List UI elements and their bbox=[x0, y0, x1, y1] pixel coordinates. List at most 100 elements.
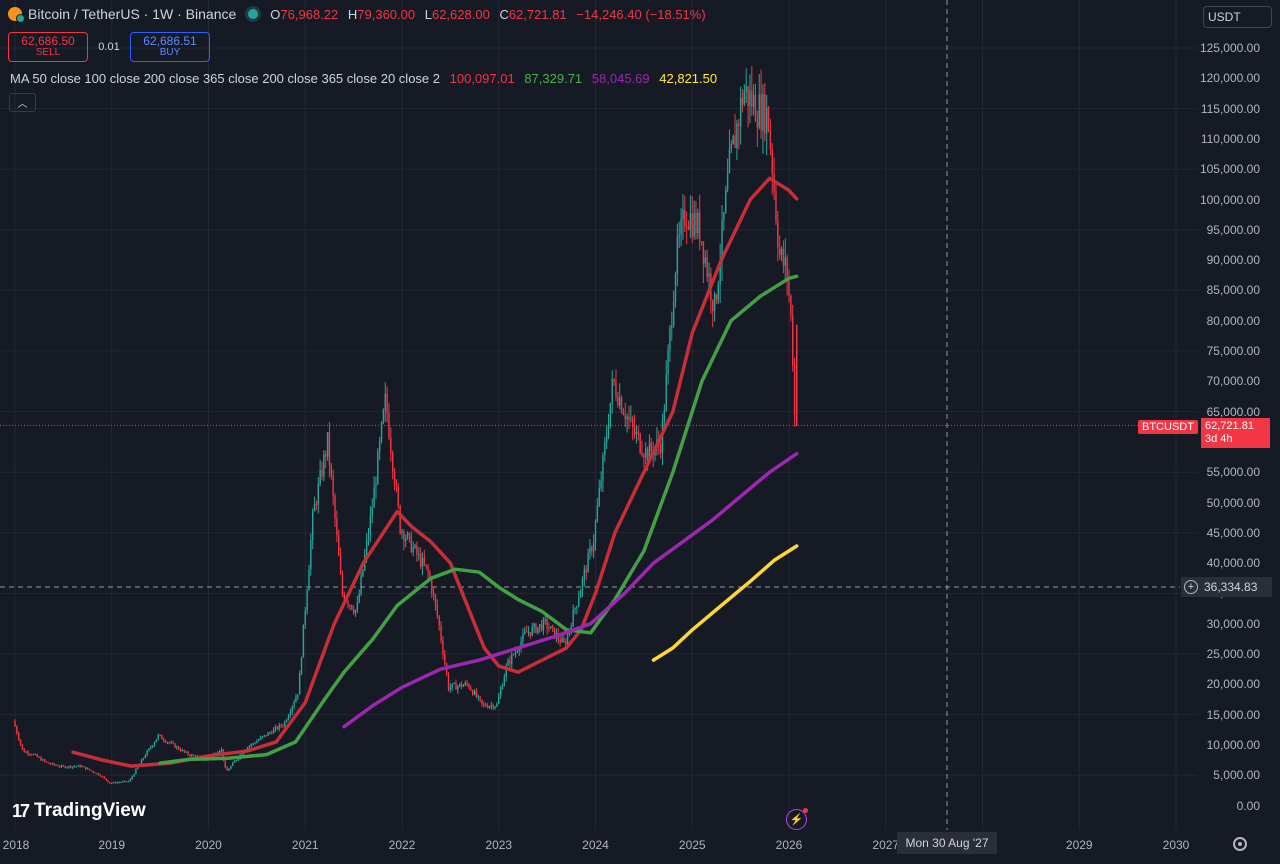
candle-body bbox=[728, 149, 731, 174]
candle-body bbox=[66, 767, 68, 769]
candle-body bbox=[157, 734, 159, 740]
candle-body bbox=[442, 640, 444, 655]
candle-body bbox=[109, 782, 111, 784]
market-status-icon[interactable] bbox=[248, 9, 259, 19]
price-tick-label: 100,000.00 bbox=[1199, 192, 1260, 207]
candle-body bbox=[241, 753, 243, 755]
ma-value-365-200: 58,045.69 bbox=[591, 71, 650, 86]
price-tick-label: 15,000.00 bbox=[1206, 707, 1260, 722]
candle-body bbox=[375, 484, 377, 488]
candle-body bbox=[712, 300, 714, 312]
ma-100-line bbox=[71, 176, 799, 768]
candle-body bbox=[272, 729, 275, 734]
candle-body bbox=[730, 144, 733, 150]
candle-body bbox=[142, 757, 145, 760]
candle-body bbox=[470, 687, 472, 691]
candle-body bbox=[594, 521, 597, 543]
time-tick-label: 2029 bbox=[1065, 838, 1093, 852]
candle-body bbox=[384, 394, 386, 411]
candle-body bbox=[412, 547, 414, 553]
currency-selector[interactable]: USDT bbox=[1203, 6, 1272, 28]
candle-body bbox=[300, 657, 303, 674]
sell-button[interactable]: 62,686.50 SELL bbox=[8, 32, 88, 62]
candle-body bbox=[246, 747, 249, 750]
candle-body bbox=[576, 606, 578, 609]
candle-body bbox=[131, 776, 133, 780]
candle-body bbox=[496, 703, 498, 707]
candle-body bbox=[659, 444, 662, 454]
candle-body bbox=[191, 754, 193, 756]
candle-body bbox=[602, 454, 604, 481]
buy-button[interactable]: 62,686.51 BUY bbox=[130, 32, 210, 62]
candle-body bbox=[103, 776, 106, 779]
candle-body bbox=[512, 654, 515, 656]
candle-body bbox=[715, 294, 718, 301]
collapse-legend-button[interactable]: ︿ bbox=[9, 93, 36, 112]
candle-body bbox=[641, 452, 643, 456]
candle-body bbox=[315, 504, 318, 506]
candle-body bbox=[665, 374, 667, 411]
close-value: 62,721.81 bbox=[508, 6, 567, 22]
trade-panel: 62,686.50 SELL 0.01 62,686.51 BUY bbox=[8, 32, 210, 62]
candle-body bbox=[624, 414, 626, 420]
candle-body bbox=[380, 422, 383, 441]
candle-body bbox=[179, 749, 182, 751]
candle-body bbox=[319, 470, 321, 484]
candle-body bbox=[354, 610, 357, 613]
candle-body bbox=[524, 631, 526, 634]
crosshair-price-label[interactable]: + 36,334.83 bbox=[1181, 577, 1272, 597]
candle-body bbox=[336, 518, 338, 536]
ma-legend[interactable]: MA 50 close 100 close 200 close 365 clos… bbox=[10, 71, 723, 86]
lightning-icon[interactable]: ⚡ bbox=[786, 808, 808, 830]
candle-body bbox=[563, 637, 565, 642]
ma-value-100: 100,097.01 bbox=[449, 71, 515, 86]
candle-body bbox=[36, 754, 39, 757]
candle-body bbox=[178, 746, 180, 750]
candle-body bbox=[494, 706, 496, 709]
candle-body bbox=[678, 234, 680, 237]
candle-body bbox=[153, 742, 156, 746]
gear-icon[interactable] bbox=[1233, 837, 1247, 851]
candle-body bbox=[68, 765, 70, 768]
candle-body bbox=[498, 696, 500, 704]
candle-body bbox=[483, 703, 485, 705]
candle-body bbox=[18, 733, 20, 740]
candle-body bbox=[501, 686, 504, 690]
tradingview-logo[interactable]: 17 TradingView bbox=[12, 800, 146, 822]
crosshair-price: 36,334.83 bbox=[1204, 580, 1258, 594]
candle-body bbox=[680, 219, 682, 235]
candle-body bbox=[689, 213, 692, 230]
candle-body bbox=[250, 743, 252, 746]
ma-value-200: 87,329.71 bbox=[524, 71, 583, 86]
candle-body bbox=[170, 742, 172, 744]
candle-body bbox=[254, 743, 256, 745]
price-tick-label: 95,000.00 bbox=[1206, 222, 1260, 237]
candle-body bbox=[706, 257, 708, 277]
candle-body bbox=[485, 704, 487, 707]
candle-body bbox=[172, 742, 174, 744]
candle-body bbox=[289, 712, 292, 716]
candle-body bbox=[369, 515, 372, 535]
candle-body bbox=[453, 683, 455, 685]
candle-body bbox=[125, 780, 128, 782]
candle-body bbox=[362, 569, 364, 577]
candle-body bbox=[756, 121, 759, 128]
candle-body bbox=[38, 756, 40, 758]
plus-circle-icon[interactable]: + bbox=[1184, 580, 1198, 594]
candle-body bbox=[639, 433, 641, 453]
symbol-title[interactable]: Bitcoin / TetherUS · 1W · Binance bbox=[28, 6, 237, 22]
candle-body bbox=[159, 734, 161, 736]
candle-body bbox=[49, 763, 52, 765]
price-tick-label: 40,000.00 bbox=[1206, 556, 1260, 571]
candle-body bbox=[334, 496, 336, 519]
candle-body bbox=[308, 569, 310, 591]
candle-body bbox=[263, 734, 266, 737]
candle-body bbox=[782, 249, 785, 266]
candle-body bbox=[55, 764, 57, 766]
spread-value: 0.01 bbox=[98, 41, 120, 53]
candle-body bbox=[440, 625, 442, 641]
candle-body bbox=[313, 504, 316, 512]
candle-body bbox=[92, 771, 94, 773]
chevron-up-icon: ︿ bbox=[17, 99, 28, 110]
